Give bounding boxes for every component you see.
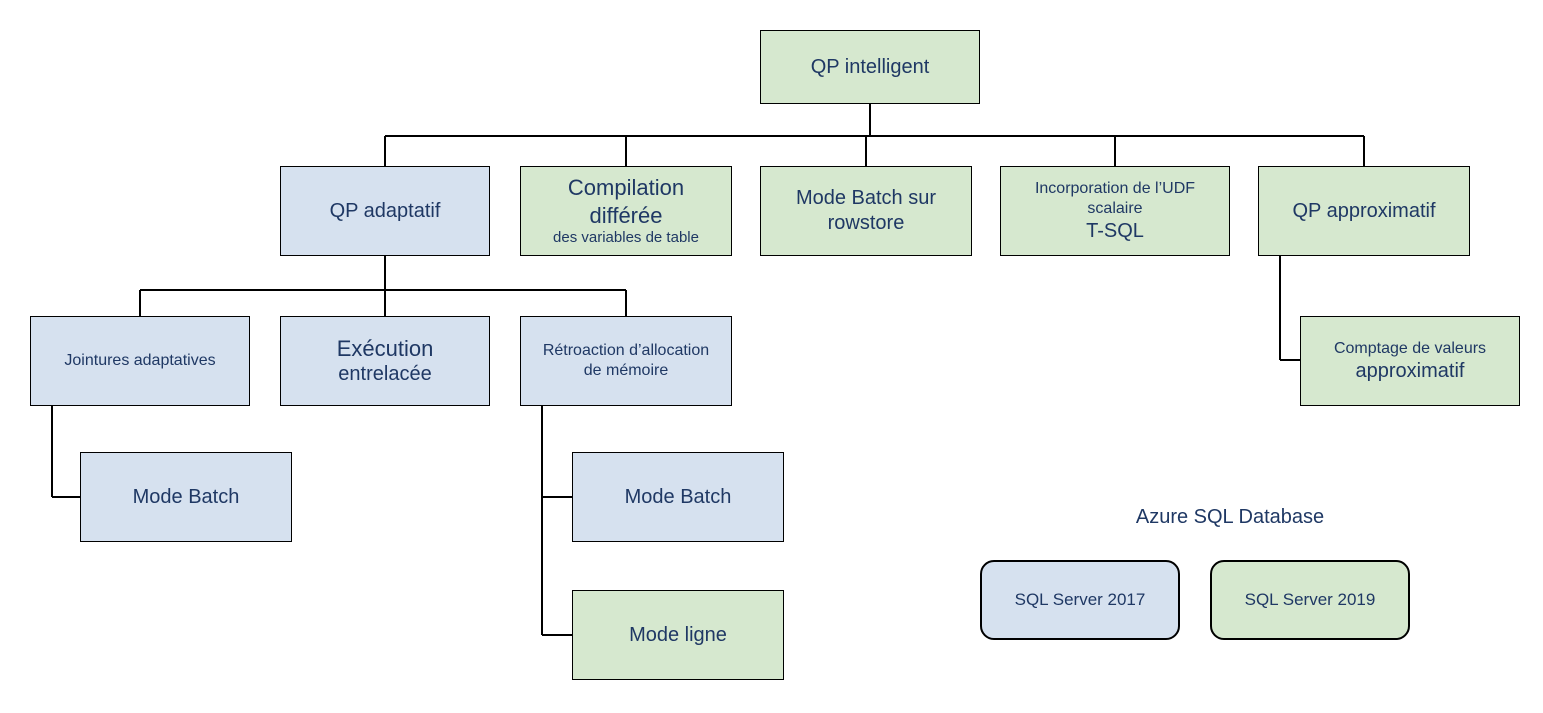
node-retro-line-1: de mémoire — [584, 361, 668, 381]
node-udf: Incorporation de l’UDF scalaireT-SQL — [1000, 166, 1230, 256]
node-jointures: Jointures adaptatives — [30, 316, 250, 406]
node-retro: Rétroaction d’allocationde mémoire — [520, 316, 732, 406]
node-mode_ligne-line-0: Mode ligne — [629, 623, 727, 648]
node-mb_left-line-0: Mode Batch — [133, 485, 240, 510]
node-execution-line-1: entrelacée — [338, 362, 431, 387]
node-execution-line-0: Exécution — [337, 335, 434, 363]
legend-title: Azure SQL Database — [1060, 506, 1400, 529]
legend-item-0: SQL Server 2017 — [980, 560, 1180, 640]
legend-item-1-label: SQL Server 2019 — [1245, 590, 1376, 610]
node-udf-line-0: Incorporation de l’UDF scalaire — [1007, 179, 1223, 219]
node-compilation-line-1: différée — [590, 202, 663, 230]
node-mode_batch_rs-line-1: rowstore — [828, 211, 905, 236]
node-mb_right: Mode Batch — [572, 452, 784, 542]
node-retro-line-0: Rétroaction d’allocation — [543, 341, 709, 361]
node-udf-line-1: T-SQL — [1086, 219, 1144, 244]
node-compilation: Compilationdifféréedes variables de tabl… — [520, 166, 732, 256]
node-jointures-line-0: Jointures adaptatives — [64, 351, 215, 371]
node-execution: Exécutionentrelacée — [280, 316, 490, 406]
node-comptage-line-1: approximatif — [1356, 359, 1465, 384]
node-mode_batch_rs-line-0: Mode Batch sur — [796, 186, 936, 211]
legend-item-1: SQL Server 2019 — [1210, 560, 1410, 640]
node-mode_ligne: Mode ligne — [572, 590, 784, 680]
node-root-line-0: QP intelligent — [811, 55, 930, 80]
node-comptage: Comptage de valeursapproximatif — [1300, 316, 1520, 406]
node-compilation-line-2: des variables de table — [553, 229, 699, 248]
legend-item-0-label: SQL Server 2017 — [1015, 590, 1146, 610]
node-root: QP intelligent — [760, 30, 980, 104]
node-compilation-line-0: Compilation — [568, 174, 684, 202]
node-qp_adaptatif-line-0: QP adaptatif — [330, 199, 441, 224]
node-mode_batch_rs: Mode Batch surrowstore — [760, 166, 972, 256]
node-qp_approx: QP approximatif — [1258, 166, 1470, 256]
node-qp_approx-line-0: QP approximatif — [1292, 199, 1435, 224]
node-mb_left: Mode Batch — [80, 452, 292, 542]
node-mb_right-line-0: Mode Batch — [625, 485, 732, 510]
node-comptage-line-0: Comptage de valeurs — [1334, 339, 1486, 359]
node-qp_adaptatif: QP adaptatif — [280, 166, 490, 256]
